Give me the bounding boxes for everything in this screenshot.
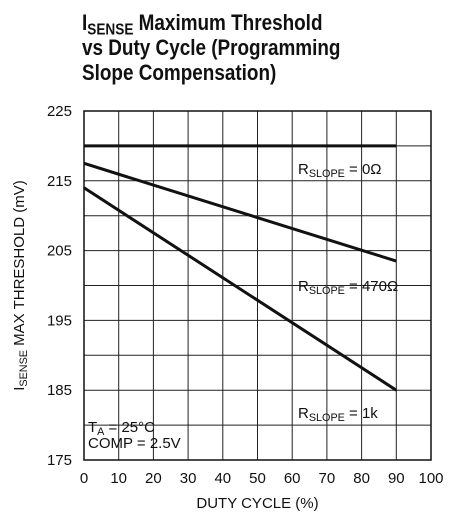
text-segment: R [298, 161, 309, 178]
series-line [83, 186, 398, 392]
y-tick-label: 215 [47, 173, 72, 190]
series-label: RSLOPE = 470Ω [298, 278, 398, 297]
y-tick-label: 185 [47, 382, 72, 399]
x-tick-label: 20 [145, 470, 162, 487]
text-segment: SENSE [87, 21, 133, 38]
y-tick-label: 225 [47, 103, 72, 120]
x-tick-label: 40 [214, 470, 231, 487]
series-line [83, 161, 397, 263]
y-tick-label: 175 [47, 452, 72, 469]
annotation: COMP = 2.5V [88, 435, 181, 452]
x-axis-label: DUTY CYCLE (%) [196, 495, 318, 512]
chart-title: vs Duty Cycle (Programming [82, 36, 340, 61]
text-segment: T [88, 419, 97, 436]
annotation: TA = 25°C [88, 419, 155, 438]
x-tick-label: 80 [353, 470, 370, 487]
text-segment: SLOPE [309, 412, 345, 424]
plot-frame [83, 110, 432, 461]
series-label: RSLOPE = 1k [298, 405, 378, 424]
text-segment: SENSE [18, 350, 30, 387]
text-segment: Slope Compensation) [82, 61, 276, 86]
x-tick-label: 30 [180, 470, 197, 487]
text-segment: vs Duty Cycle (Programming [82, 36, 340, 61]
x-tick-label: 70 [319, 470, 336, 487]
chart-title: ISENSE Maximum Threshold [82, 11, 322, 39]
x-tick-label: 60 [284, 470, 301, 487]
y-axis-label: ISENSE MAX THRESHOLD (mV) [11, 180, 30, 391]
x-tick-label: 90 [388, 470, 405, 487]
text-segment: = 25°C [104, 419, 155, 436]
y-tick-label: 205 [47, 243, 72, 260]
text-segment: MAX THRESHOLD (mV) [11, 180, 28, 350]
x-tick-label: 0 [80, 470, 88, 487]
text-segment: COMP = 2.5V [88, 435, 181, 452]
series-label: RSLOPE = 0Ω [298, 161, 382, 180]
x-tick-label: 100 [418, 470, 443, 487]
text-segment: Maximum Threshold [133, 11, 322, 36]
y-tick-label: 195 [47, 312, 72, 329]
text-segment: = 0Ω [345, 161, 382, 178]
text-segment: R [298, 278, 309, 295]
text-segment: A [97, 426, 105, 438]
text-segment: R [298, 405, 309, 422]
text-segment: I [11, 387, 28, 391]
text-segment: I [82, 11, 87, 36]
text-segment: = 470Ω [345, 278, 398, 295]
text-segment: = 1k [345, 405, 378, 422]
text-segment: SLOPE [309, 168, 345, 180]
text-segment: SLOPE [309, 285, 345, 297]
x-tick-label: 10 [110, 470, 127, 487]
chart-title: Slope Compensation) [82, 61, 276, 86]
x-tick-label: 50 [249, 470, 266, 487]
